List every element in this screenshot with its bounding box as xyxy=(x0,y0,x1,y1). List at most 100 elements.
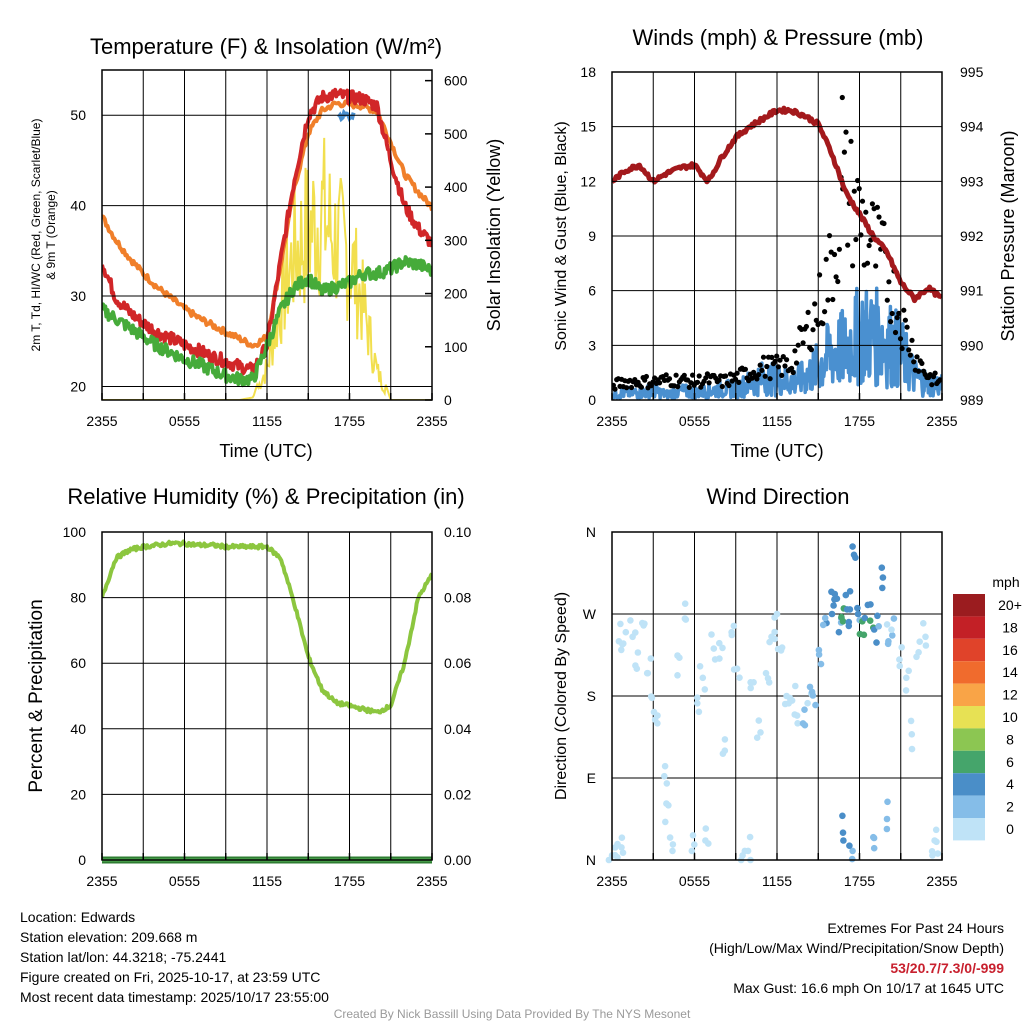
direction-point xyxy=(907,717,915,725)
right-tick-label: 990 xyxy=(960,337,984,353)
gust-point xyxy=(851,188,857,194)
gust-point xyxy=(757,362,763,368)
gust-point xyxy=(841,149,848,155)
heat-index-series-line xyxy=(336,108,356,123)
direction-point xyxy=(883,825,891,833)
direction-point xyxy=(854,604,861,612)
y-tick-label: 18 xyxy=(580,64,596,80)
station-elevation: Station elevation: 209.668 m xyxy=(20,929,198,945)
direction-point xyxy=(922,642,930,649)
gust-point xyxy=(843,129,849,135)
gust-point xyxy=(932,370,938,376)
wind-panel-title: Winds (mph) & Pressure (mb) xyxy=(633,25,924,50)
temp-yaxis-label-line2: & 9m T (Orange) xyxy=(44,190,58,280)
direction-point xyxy=(719,644,726,652)
legend-swatch xyxy=(953,795,985,818)
gust-point xyxy=(777,357,783,363)
wind-right-axis-label: Station Pressure (Maroon) xyxy=(998,130,1018,341)
gust-point xyxy=(612,386,618,392)
legend-label: 16 xyxy=(1002,642,1018,658)
gust-point xyxy=(726,382,732,389)
x-tick-label: 1155 xyxy=(252,873,282,889)
humidity-panel: Relative Humidity (%) & Precipitation (i… xyxy=(26,484,471,889)
y-tick-label: 20 xyxy=(70,378,86,394)
direction-point xyxy=(619,849,627,856)
direction-point xyxy=(812,701,819,709)
x-tick-label: 2355 xyxy=(926,413,957,429)
right-tick-label: 0.06 xyxy=(444,655,471,671)
gust-series-points xyxy=(612,94,942,392)
direction-point xyxy=(716,639,723,647)
direction-point xyxy=(771,635,778,643)
direction-point xyxy=(794,720,801,727)
direction-point xyxy=(819,621,827,629)
direction-point xyxy=(662,818,669,826)
gust-point xyxy=(673,372,679,378)
direction-point xyxy=(666,834,674,841)
direction-point xyxy=(842,591,850,599)
gust-point xyxy=(666,376,673,382)
right-tick-label: 991 xyxy=(960,283,984,299)
gust-point xyxy=(822,309,828,315)
gust-point xyxy=(754,376,760,382)
direction-point xyxy=(896,656,903,663)
direction-point xyxy=(835,628,843,636)
gust-point xyxy=(681,372,687,378)
direction-point xyxy=(799,720,807,727)
gust-point xyxy=(884,297,890,303)
x-tick-label: 2355 xyxy=(416,873,447,889)
direction-points xyxy=(605,543,942,864)
legend-swatch xyxy=(953,706,985,729)
direction-point xyxy=(817,660,825,668)
direction-point xyxy=(873,639,880,646)
direction-point xyxy=(928,848,936,855)
gust-point xyxy=(706,380,712,386)
x-tick-label: 2355 xyxy=(596,873,627,889)
direction-point xyxy=(920,620,927,627)
gust-point xyxy=(916,368,922,374)
right-tick-label: 600 xyxy=(444,73,468,89)
direction-point xyxy=(879,584,886,592)
legend-swatch xyxy=(953,638,985,662)
figure-created: Figure created on Fri, 2025-10-17, at 23… xyxy=(20,969,321,985)
direction-point xyxy=(849,543,856,550)
gust-point xyxy=(638,384,645,390)
y-tick-label: 12 xyxy=(580,173,596,189)
direction-point xyxy=(747,684,754,692)
gust-point xyxy=(909,337,915,343)
right-tick-label: 300 xyxy=(444,232,468,248)
direction-point xyxy=(905,667,912,675)
right-tick-label: 0.00 xyxy=(444,852,471,868)
direction-point xyxy=(786,694,794,702)
gust-point xyxy=(937,377,942,383)
dir-panel-title: Wind Direction xyxy=(706,484,849,509)
legend-swatch xyxy=(953,616,985,639)
direction-point xyxy=(762,669,770,677)
direction-point xyxy=(611,844,619,851)
direction-point xyxy=(889,632,896,639)
gust-point xyxy=(892,329,899,336)
gust-point xyxy=(845,242,851,248)
legend-swatch xyxy=(953,683,985,706)
gust-point xyxy=(756,372,762,378)
gust-point xyxy=(716,377,722,383)
temp-right-axis-label: Solar Insolation (Yellow) xyxy=(484,139,504,331)
direction-point xyxy=(632,662,639,669)
gust-point xyxy=(812,301,818,307)
gust-point xyxy=(850,263,856,269)
gust-point xyxy=(772,358,778,364)
y-tick-label: 50 xyxy=(70,107,86,123)
gust-point xyxy=(657,380,663,386)
gust-point xyxy=(929,382,935,388)
legend-label: 18 xyxy=(1002,619,1018,635)
rh-panel-title: Relative Humidity (%) & Precipitation (i… xyxy=(67,484,464,509)
gust-point xyxy=(793,360,800,366)
direction-point xyxy=(903,674,910,682)
gust-point xyxy=(719,383,725,390)
direction-point xyxy=(888,626,895,633)
wind-left-axis-label: Sonic Wind & Gust (Blue, Black) xyxy=(553,121,570,350)
direction-point xyxy=(821,614,829,622)
x-tick-label: 1155 xyxy=(762,413,792,429)
x-tick-label: 0555 xyxy=(679,413,710,429)
gust-point xyxy=(780,354,786,360)
